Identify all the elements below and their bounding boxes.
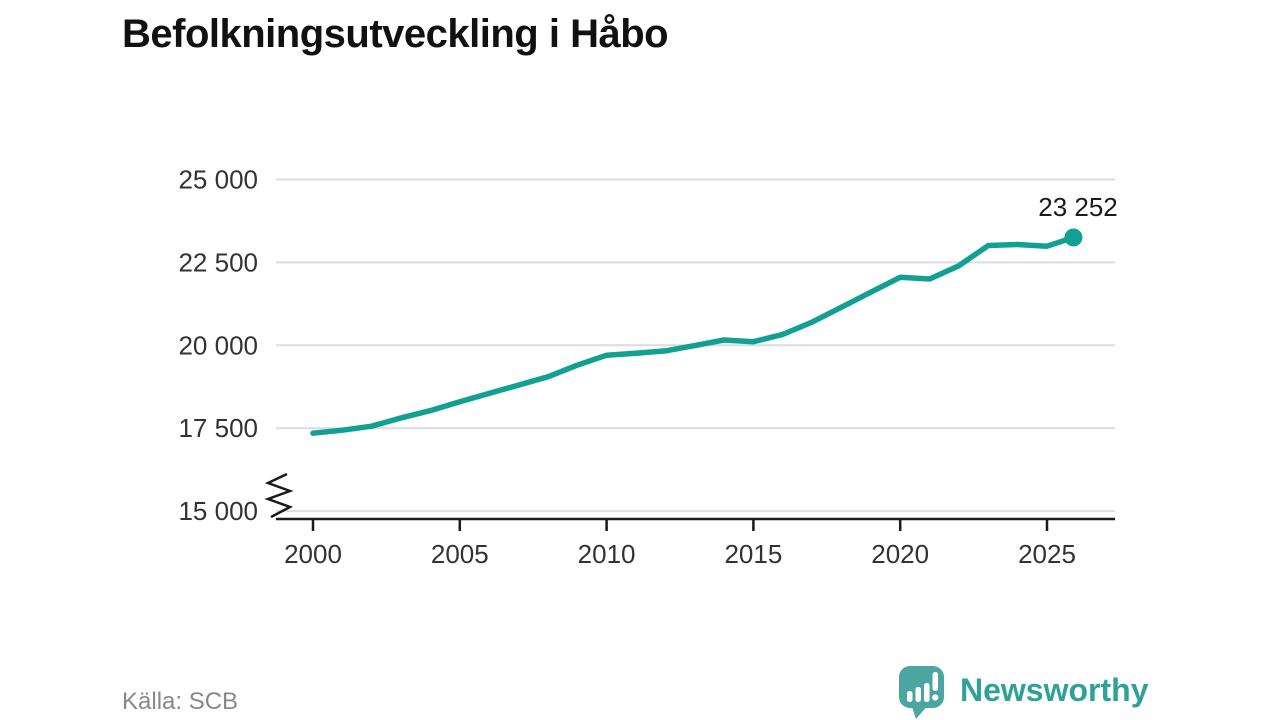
x-tick-label: 2000: [284, 539, 342, 569]
y-tick-label: 15 000: [178, 496, 258, 526]
y-axis-break-icon: [264, 472, 294, 519]
y-tick-label: 22 500: [178, 247, 258, 277]
newsworthy-speech-bubble-chart-icon: [899, 666, 944, 719]
page-title: Befolkningsutveckling i Håbo: [122, 12, 669, 56]
newsworthy-logo: Newsworthy: [896, 664, 1148, 720]
x-tick-label: 2020: [871, 539, 929, 569]
y-tick-label: 17 500: [178, 413, 258, 443]
logo-text: Newsworthy: [960, 672, 1149, 708]
y-tick-label: 20 000: [178, 330, 258, 360]
y-tick-label: 25 000: [178, 165, 258, 195]
x-tick-label: 2015: [724, 539, 782, 569]
source-label: Källa: SCB: [122, 688, 239, 715]
x-tick-label: 2005: [431, 539, 489, 569]
population-line: [310, 234, 1077, 436]
end-point-marker: [1064, 228, 1083, 247]
x-tick-label: 2010: [578, 539, 636, 569]
x-tick-label: 2025: [1018, 539, 1076, 569]
end-value-label: 23 252: [1038, 192, 1118, 222]
